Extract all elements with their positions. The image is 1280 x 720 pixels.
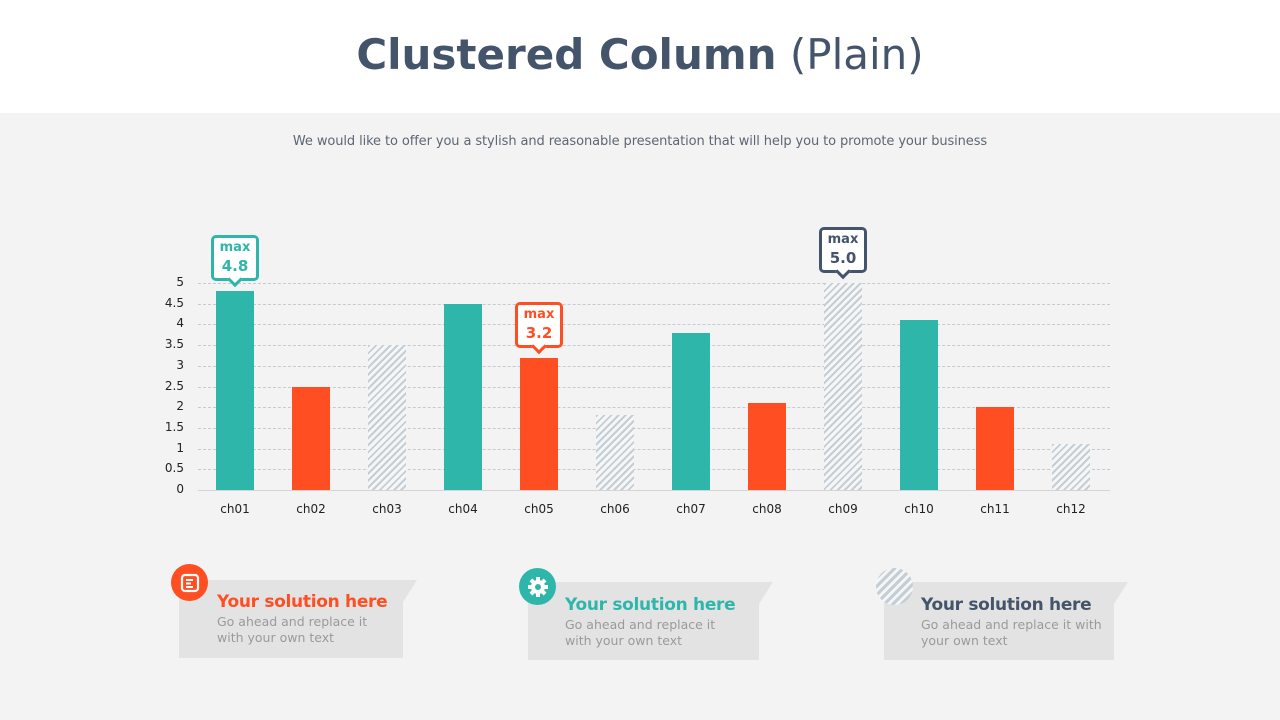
subtitle: We would like to offer you a stylish and… [292, 134, 988, 149]
y-tick-label: 1 [176, 440, 184, 455]
card-3-text: Go ahead and replace it with your own te… [921, 617, 1102, 649]
bar-ch03 [368, 345, 406, 490]
y-tick-label: 4 [176, 316, 184, 331]
x-tick-label: ch11 [980, 502, 1010, 516]
bar-ch01 [216, 291, 254, 490]
gridline [198, 283, 1110, 284]
x-tick-label: ch05 [524, 502, 554, 516]
callout-value: 5.0 [829, 249, 857, 267]
callout-label: max [219, 240, 251, 256]
gridline [198, 469, 1110, 471]
max-callout-ch01: max 4.8 [211, 235, 259, 282]
hatched-circle-icon [876, 568, 913, 605]
gridline [198, 303, 1110, 305]
card-1-title: Your solution here [217, 592, 388, 612]
bar-ch02 [292, 386, 330, 490]
max-callout-ch05: max 3.2 [515, 301, 563, 348]
gridline [198, 407, 1110, 409]
card-3-text-line2: your own text [921, 633, 1008, 648]
bar-ch09 [824, 283, 862, 490]
card-2-text: Go ahead and replace it with your own te… [565, 617, 715, 649]
y-tick-label: 5 [176, 275, 184, 289]
x-axis-line [198, 490, 1110, 491]
x-tick-label: ch02 [296, 502, 326, 516]
card-2-title: Your solution here [565, 595, 736, 615]
y-tick-label: 0 [176, 482, 184, 496]
y-tick-label: 3 [176, 357, 184, 372]
bar-ch07 [672, 332, 710, 490]
card-2-text-line2: with your own text [565, 633, 683, 648]
x-tick-label: ch08 [752, 502, 782, 516]
x-tick-label: ch10 [904, 502, 934, 516]
solution-card-2 [528, 582, 773, 660]
document-icon [171, 564, 208, 601]
card-1-text: Go ahead and replace it with your own te… [217, 614, 367, 646]
bar-ch12 [1052, 444, 1090, 490]
y-tick-label: 0.5 [164, 461, 184, 476]
card-1-text-line2: with your own text [217, 630, 335, 645]
bar-ch04 [444, 303, 482, 490]
x-tick-label: ch07 [676, 502, 706, 516]
max-callout-ch09: max 5.0 [819, 227, 867, 273]
title-light: (Plain) [789, 30, 924, 79]
card-3-title: Your solution here [921, 595, 1092, 615]
y-tick-label: 3.5 [164, 337, 184, 352]
card-2-text-line1: Go ahead and replace it [565, 617, 716, 632]
gear-icon [519, 568, 556, 605]
card-1-text-line1: Go ahead and replace it [217, 614, 368, 629]
card-notch [1114, 582, 1128, 604]
solution-card-1 [179, 580, 417, 658]
bar-ch08 [748, 403, 786, 490]
bar-ch11 [976, 407, 1014, 490]
x-tick-label: ch12 [1056, 502, 1086, 516]
x-tick-label: ch06 [600, 502, 630, 516]
card-notch [403, 580, 417, 602]
column-chart: 0 0.5 1 1.5 2 2.5 3 3.5 4 4.5 5 ch01 ch02 ch03 ch04 ch0… [160, 200, 1120, 540]
x-tick-label: ch04 [448, 502, 478, 516]
callout-value: 4.8 [221, 257, 249, 276]
title-bold: Clustered Column [356, 30, 777, 79]
y-tick-label: 2 [176, 399, 184, 414]
gridline [198, 386, 1110, 388]
bar-ch10 [900, 320, 938, 490]
card-notch [759, 582, 773, 604]
x-tick-label: ch03 [372, 502, 402, 516]
x-tick-label: ch01 [220, 502, 250, 516]
gridline [198, 345, 1110, 347]
callout-label: max [523, 306, 555, 322]
y-tick-label: 1.5 [164, 419, 184, 434]
card-3-text-line1: Go ahead and replace it with [921, 617, 1102, 632]
header-band [0, 0, 1280, 113]
y-tick-label: 4.5 [164, 295, 184, 310]
callout-label: max [827, 232, 859, 247]
bar-ch06 [596, 415, 634, 490]
gridline [198, 448, 1110, 450]
bar-ch05 [520, 357, 558, 490]
page-title: Clustered Column (Plain) [0, 30, 1280, 79]
gridline [198, 365, 1110, 367]
x-tick-label: ch09 [828, 502, 858, 516]
gridline [198, 427, 1110, 429]
callout-value: 3.2 [525, 323, 553, 342]
solution-card-3 [884, 582, 1128, 660]
y-tick-label: 2.5 [164, 378, 184, 393]
gridline [198, 324, 1110, 326]
